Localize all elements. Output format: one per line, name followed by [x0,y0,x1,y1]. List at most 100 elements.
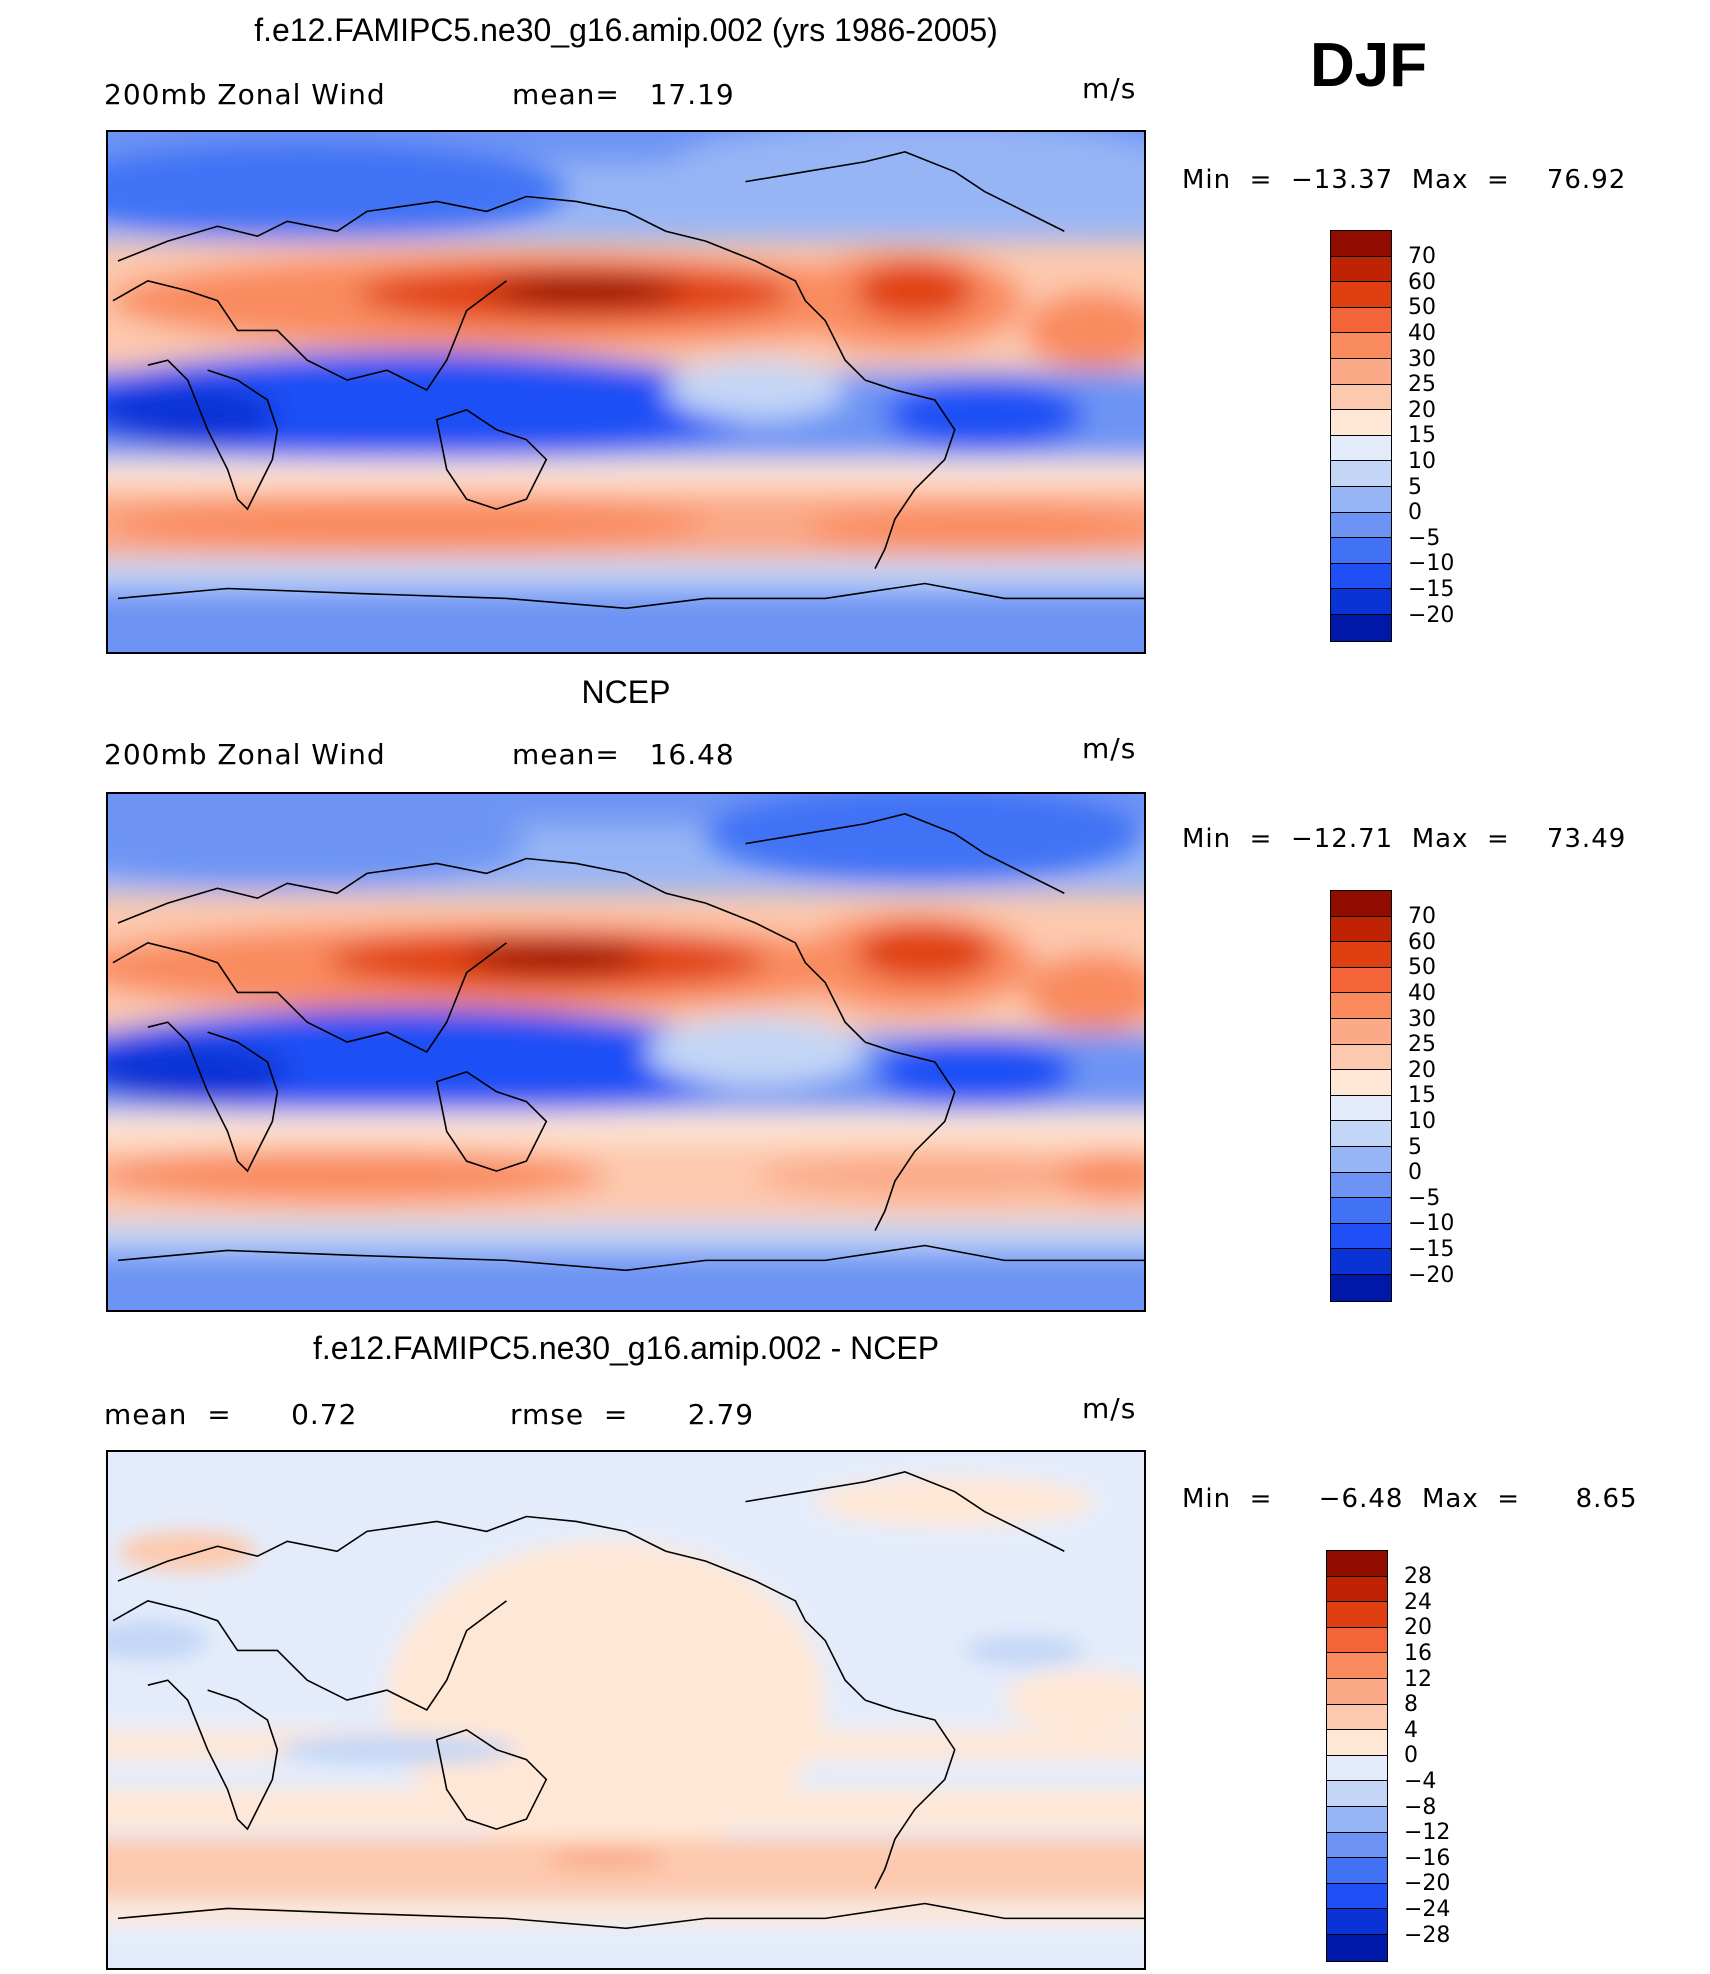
colorbar-swatch [1331,1249,1391,1275]
colorbar-tick-label: −10 [1408,551,1455,577]
panel-1-minmax: Min = −13.37 Max = 76.92 [1182,165,1627,195]
colorbar-tick-label: −20 [1408,602,1455,628]
colorbar-swatch [1327,1678,1387,1705]
colorbar-swatch [1327,1909,1387,1935]
colorbar-tick-label: 40 [1408,320,1436,346]
colorbar-tick-label: 70 [1408,244,1436,270]
panel-3-title: f.e12.FAMIPC5.ne30_g16.amip.002 - NCEP [312,1330,940,1366]
colorbar-tick-label: −15 [1408,576,1455,602]
colorbar-swatch [1331,307,1391,334]
colorbar-swatch [1327,1602,1387,1628]
colorbar-tick-label: 12 [1404,1666,1432,1692]
colorbar-tick-label: 0 [1408,500,1422,526]
colorbar-tick-label: −4 [1404,1768,1437,1794]
colorbar-swatch [1331,993,1391,1019]
colorbar-swatch [1331,916,1391,943]
panel-1-colorbar-swatches [1330,230,1392,642]
panel-1-contour-field [108,132,1144,652]
panel-1-coastlines [112,151,1144,610]
colorbar-swatch [1331,231,1391,257]
colorbar-swatch [1331,1198,1391,1224]
panel-2-mean-label: mean= 16.48 [512,738,735,771]
colorbar-tick-label: −16 [1404,1845,1451,1871]
panel-3-units: m/s [1082,1392,1137,1425]
panel-3-map [106,1450,1146,1970]
colorbar-swatch [1331,1274,1391,1301]
panel-3-mean-label: mean = 0.72 [104,1398,358,1431]
colorbar-swatch [1331,333,1391,359]
panel-2-coastlines [112,813,1144,1272]
colorbar-swatch [1331,942,1391,968]
colorbar-swatch [1327,1576,1387,1603]
colorbar-tick-label: −15 [1408,1236,1455,1262]
colorbar-swatch [1331,1070,1391,1096]
colorbar-tick-label: −24 [1404,1896,1451,1922]
panel-1-field-label: 200mb Zonal Wind [104,78,386,111]
colorbar-tick-label: 16 [1404,1640,1432,1666]
colorbar-tick-label: 24 [1404,1589,1432,1615]
colorbar-tick-label: 28 [1404,1564,1432,1590]
colorbar-tick-label: −28 [1404,1922,1451,1948]
colorbar-tick-label: 50 [1408,955,1436,981]
colorbar-tick-label: 20 [1404,1615,1432,1641]
panel-1-map [106,130,1146,654]
panel-2-map [106,792,1146,1312]
panel-2-contour-field [108,794,1144,1310]
colorbar-tick-label: 60 [1408,269,1436,295]
panel-1-mean-label: mean= 17.19 [512,78,735,111]
colorbar-tick-label: 25 [1408,1032,1436,1058]
panel-1-units: m/s [1082,72,1137,105]
colorbar-swatch [1327,1832,1387,1859]
colorbar-tick-label: 20 [1408,397,1436,423]
colorbar-tick-label: 30 [1408,1006,1436,1032]
colorbar-tick-label: 0 [1404,1743,1418,1769]
colorbar-tick-label: 15 [1408,423,1436,449]
colorbar-tick-label: 70 [1408,904,1436,930]
colorbar-swatch [1331,435,1391,462]
colorbar-swatch [1331,282,1391,308]
colorbar-tick-label: −20 [1408,1262,1455,1288]
colorbar-swatch [1327,1730,1387,1756]
colorbar-tick-label: −20 [1404,1871,1451,1897]
colorbar-tick-label: 25 [1408,372,1436,398]
colorbar-swatch [1331,512,1391,539]
colorbar-tick-label: 60 [1408,929,1436,955]
panel-2-colorbar-swatches [1330,890,1392,1302]
panel-2-title: NCEP [581,674,671,710]
colorbar-tick-label: 10 [1408,1108,1436,1134]
colorbar-swatch [1331,486,1391,513]
panel-3-colorbar-swatches [1326,1550,1388,1962]
panel-2-units: m/s [1082,732,1137,765]
colorbar-tick-label: −8 [1404,1794,1437,1820]
colorbar-tick-label: 30 [1408,346,1436,372]
panel-1-title: f.e12.FAMIPC5.ne30_g16.amip.002 (yrs 198… [254,12,998,48]
colorbar-tick-label: 8 [1404,1692,1418,1718]
colorbar-swatch [1331,1044,1391,1071]
colorbar-tick-label: 15 [1408,1083,1436,1109]
colorbar-swatch [1327,1806,1387,1833]
colorbar-swatch [1331,410,1391,436]
colorbar-tick-label: 4 [1404,1717,1418,1743]
panel-2-field-label: 200mb Zonal Wind [104,738,386,771]
colorbar-swatch [1331,256,1391,283]
colorbar-tick-label: 5 [1408,474,1422,500]
colorbar-swatch [1327,1858,1387,1884]
colorbar-swatch [1327,1704,1387,1731]
colorbar-swatch [1331,1146,1391,1173]
colorbar-swatch [1331,1172,1391,1199]
colorbar-swatch [1331,358,1391,385]
colorbar-tick-label: 50 [1408,295,1436,321]
panel-3-contour-field [108,1452,1144,1968]
colorbar-tick-label: 5 [1408,1134,1422,1160]
colorbar-swatch [1327,1934,1387,1961]
colorbar-tick-label: −10 [1408,1211,1455,1237]
colorbar-tick-label: 0 [1408,1160,1422,1186]
colorbar-swatch [1331,589,1391,615]
colorbar-tick-label: −12 [1404,1820,1451,1846]
colorbar-swatch [1331,967,1391,994]
panel-3-minmax: Min = −6.48 Max = 8.65 [1182,1484,1638,1514]
colorbar-tick-label: 40 [1408,980,1436,1006]
colorbar-swatch [1331,461,1391,487]
colorbar-tick-label: 20 [1408,1057,1436,1083]
colorbar-swatch [1331,1223,1391,1250]
